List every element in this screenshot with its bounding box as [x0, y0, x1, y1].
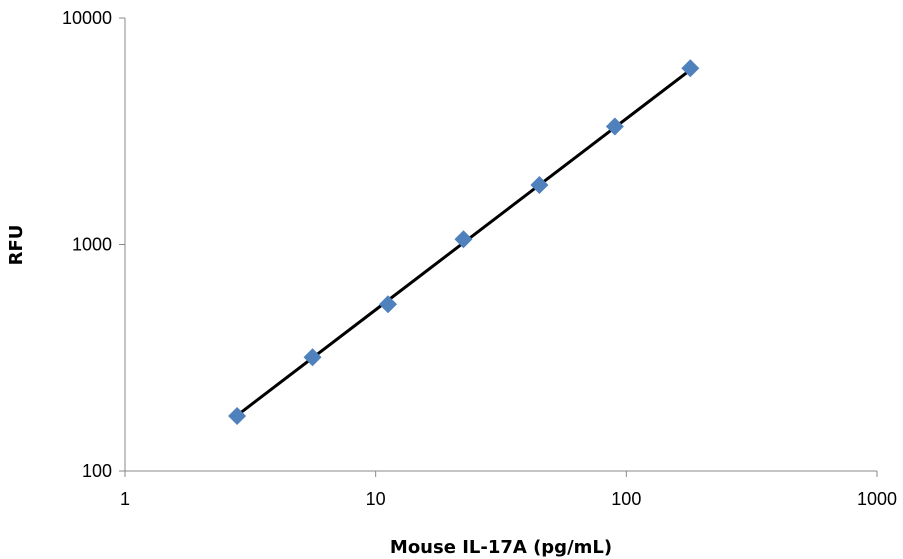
data-point: [228, 406, 247, 425]
y-ticks: 10000 1000 100: [62, 8, 125, 481]
data-points: [228, 59, 700, 425]
x-axis-title: Mouse IL-17A (pg/mL): [390, 537, 612, 558]
x-tick-label: 100: [611, 489, 641, 509]
data-point: [303, 348, 322, 367]
x-tick-label: 1000: [857, 489, 897, 509]
y-tick-label: 1000: [72, 235, 112, 255]
data-point: [605, 117, 624, 136]
x-tick-label: 10: [366, 489, 386, 509]
y-axis-title: RFU: [6, 225, 27, 266]
y-tick-label: 100: [82, 461, 112, 481]
data-point: [530, 176, 549, 195]
data-point: [379, 295, 398, 314]
y-tick-label: 10000: [62, 8, 112, 28]
data-point: [454, 230, 473, 249]
data-point: [681, 59, 700, 78]
x-ticks: 1 10 100 1000: [120, 471, 897, 509]
x-tick-label: 1: [120, 489, 130, 509]
